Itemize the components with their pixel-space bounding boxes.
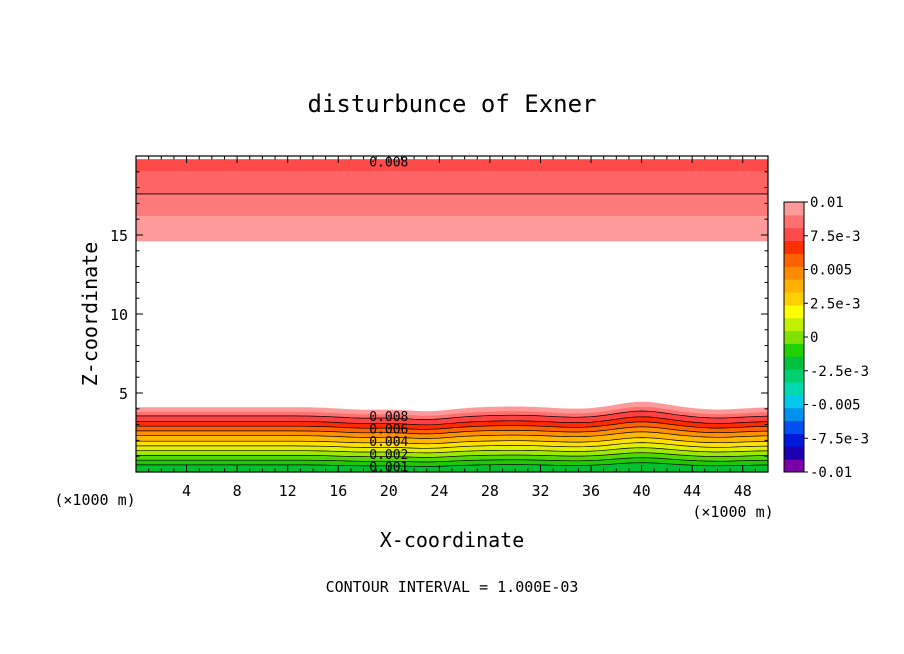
x-axis-label: X-coordinate — [380, 528, 525, 552]
colorbar-swatch-16 — [784, 253, 804, 267]
colorbar-swatch-0 — [784, 459, 804, 473]
x-tick-label-24: 24 — [430, 482, 448, 500]
lower-contour-line-9 — [136, 447, 768, 454]
colorbar-swatch-17 — [784, 240, 804, 254]
colorbar-label-6: -0.005 — [810, 398, 861, 414]
colorbar-swatch-8 — [784, 356, 804, 370]
x-tick-label-4: 4 — [182, 482, 191, 500]
x-unit-right: (×1000 m) — [692, 503, 773, 521]
colorbar-swatch-10 — [784, 330, 804, 344]
colorbar: 0.01 7.5e-3 0.005 2.5e-3 0 -2.5e-3 -0.005 -7.5e… — [783, 195, 869, 481]
lower-contour-line-2 — [136, 410, 768, 420]
lower-contour-line-5 — [136, 426, 768, 435]
lower-contour-label-2: 0.004 — [369, 435, 408, 450]
x-unit-left: (×1000 m) — [54, 491, 135, 509]
lower-contour-line-12 — [136, 462, 768, 467]
colorbar-swatch-5 — [784, 394, 804, 409]
colorbar-label-4: 0 — [810, 330, 818, 346]
colorbar-swatch-11 — [784, 317, 804, 332]
upper-fill-3 — [136, 216, 768, 242]
y-axis-label: Z-coordinate — [78, 242, 102, 387]
colorbar-swatch-12 — [784, 304, 804, 319]
x-tick-label-12: 12 — [279, 482, 297, 500]
plot-content — [136, 159, 768, 472]
lower-contour-line-10 — [136, 452, 768, 458]
upper-fill-1 — [136, 171, 768, 194]
colorbar-swatch-2 — [784, 433, 804, 447]
x-tick-label-16: 16 — [329, 482, 347, 500]
lower-contour-label-3: 0.002 — [369, 448, 408, 463]
y-tick-label-5: 5 — [119, 385, 128, 403]
lower-contour-line-6 — [136, 431, 768, 439]
colorbar-swatch-15 — [784, 266, 804, 280]
colorbar-swatch-1 — [784, 446, 804, 460]
colorbar-swatch-14 — [784, 279, 804, 293]
y-tick-label-10: 10 — [110, 306, 128, 324]
colorbar-swatch-4 — [784, 407, 804, 422]
upper-fill-2 — [136, 193, 768, 217]
x-tick-label-44: 44 — [683, 482, 701, 500]
lower-contour-line-3 — [136, 416, 768, 426]
colorbar-swatch-3 — [784, 420, 804, 434]
chart-title: disturbunce of Exner — [308, 90, 597, 118]
colorbar-swatch-9 — [784, 343, 804, 357]
colorbar-swatch-19 — [784, 214, 804, 229]
lower-contour-line-11 — [136, 457, 768, 463]
lower-contour-label-1: 0.006 — [369, 423, 408, 438]
colorbar-label-7: -7.5e-3 — [810, 431, 869, 447]
colorbar-label-1: 7.5e-3 — [810, 229, 861, 245]
y-tick-label-15: 15 — [110, 227, 128, 245]
contour-interval-note: CONTOUR INTERVAL = 1.000E-03 — [326, 578, 579, 596]
x-tick-label-20: 20 — [380, 482, 398, 500]
colorbar-swatch-18 — [784, 227, 804, 242]
colorbar-swatch-6 — [784, 382, 804, 396]
lower-contour-line-4 — [136, 421, 768, 430]
upper-fill-0 — [136, 159, 768, 172]
colorbar-swatch-7 — [784, 369, 804, 383]
lower-contour-line-7 — [136, 437, 768, 445]
x-tick-label-36: 36 — [582, 482, 600, 500]
colorbar-label-2: 0.005 — [810, 263, 852, 279]
colorbar-label-3: 2.5e-3 — [810, 296, 861, 312]
x-tick-label-8: 8 — [233, 482, 242, 500]
colorbar-swatch-20 — [784, 202, 804, 216]
x-tick-label-48: 48 — [734, 482, 752, 500]
x-tick-label-28: 28 — [481, 482, 499, 500]
colorbar-label-0: 0.01 — [810, 195, 844, 211]
x-tick-label-40: 40 — [633, 482, 651, 500]
lower-contour-line-8 — [136, 442, 768, 449]
colorbar-label-5: -2.5e-3 — [810, 364, 869, 380]
colorbar-swatch-13 — [784, 292, 804, 306]
colorbar-label-8: -0.01 — [810, 465, 852, 481]
x-tick-label-32: 32 — [531, 482, 549, 500]
lower-contour-label-0: 0.008 — [369, 410, 408, 425]
